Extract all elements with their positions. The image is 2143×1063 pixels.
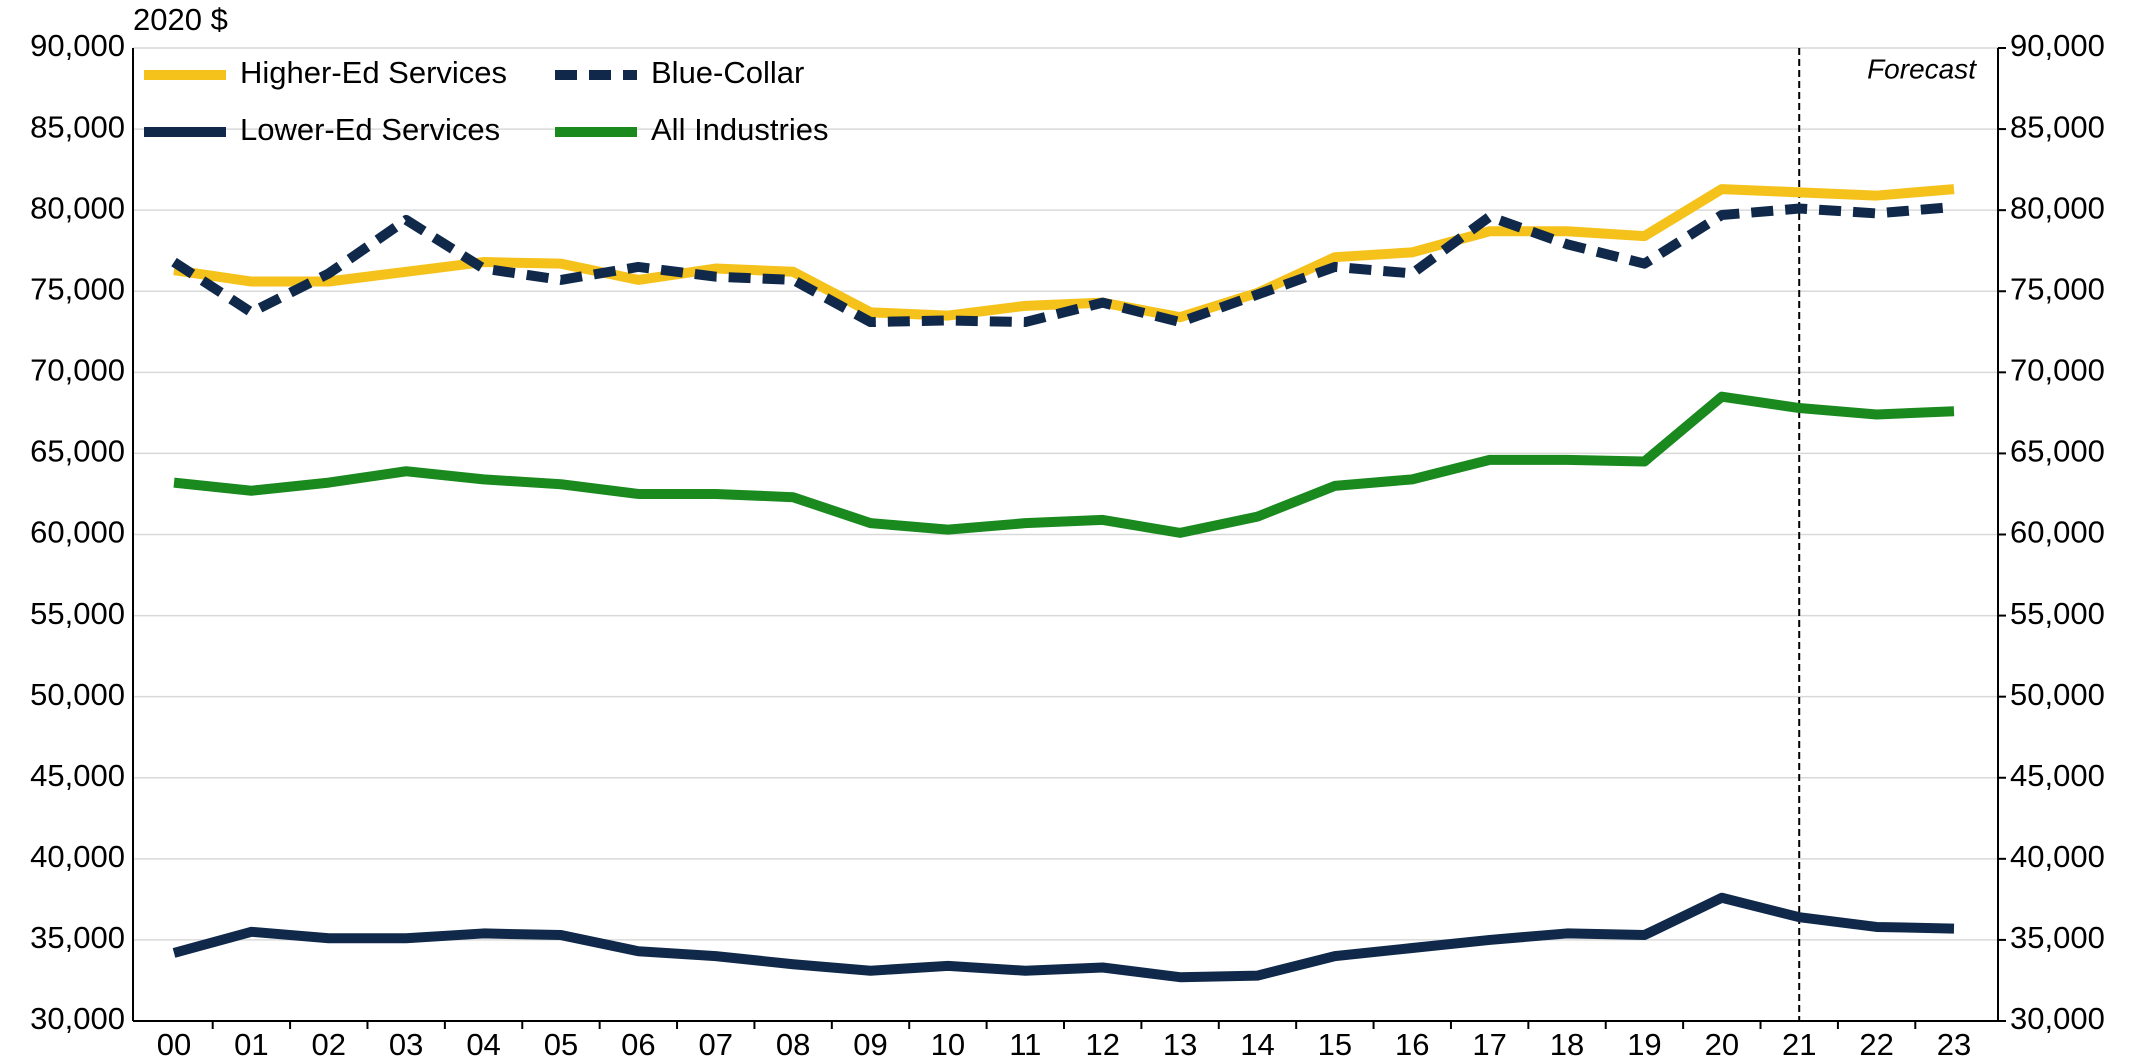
x-tick-label: 18 xyxy=(1550,1027,1584,1062)
x-tick-label: 12 xyxy=(1085,1027,1119,1062)
y2-tick-label: 75,000 xyxy=(2010,271,2105,306)
series-line xyxy=(172,892,1955,983)
y2-tick-label: 60,000 xyxy=(2010,515,2105,550)
y2-tick-label: 30,000 xyxy=(2010,1001,2105,1036)
series-line xyxy=(173,184,1955,323)
y2-tick-label: 45,000 xyxy=(2010,758,2105,793)
x-tick-label: 19 xyxy=(1627,1027,1661,1062)
y-tick-label: 75,000 xyxy=(30,271,125,306)
y-tick-label: 45,000 xyxy=(30,758,125,793)
y2-tick-label: 85,000 xyxy=(2010,109,2105,144)
x-tick-label: 10 xyxy=(931,1027,965,1062)
y-tick-label: 85,000 xyxy=(30,109,125,144)
y2-tick-label: 35,000 xyxy=(2010,920,2105,955)
y-tick-label: 70,000 xyxy=(30,353,125,388)
y2-tick-label: 70,000 xyxy=(2010,353,2105,388)
x-tick-label: 02 xyxy=(312,1027,346,1062)
x-tick-label: 07 xyxy=(698,1027,732,1062)
y-tick-label: 30,000 xyxy=(30,1001,125,1036)
x-tick-label: 04 xyxy=(466,1027,500,1062)
y2-tick-label: 90,000 xyxy=(2010,28,2105,63)
annotation: Forecast xyxy=(1867,53,1977,84)
y2-tick-label: 80,000 xyxy=(2010,190,2105,225)
y-tick-label: 65,000 xyxy=(30,434,125,469)
x-tick-label: 13 xyxy=(1163,1027,1197,1062)
x-tick-label: 14 xyxy=(1240,1027,1274,1062)
x-tick-label: 17 xyxy=(1472,1027,1506,1062)
y-tick-label: 55,000 xyxy=(30,596,125,631)
x-tick-label: 22 xyxy=(1859,1027,1893,1062)
y2-tick-label: 65,000 xyxy=(2010,434,2105,469)
legend-label: All Industries xyxy=(651,112,828,147)
y-tick-label: 40,000 xyxy=(30,839,125,874)
y2-tick-label: 40,000 xyxy=(2010,839,2105,874)
x-tick-label: 08 xyxy=(776,1027,810,1062)
x-tick-label: 21 xyxy=(1782,1027,1816,1062)
x-tick-label: 00 xyxy=(157,1027,191,1062)
y-tick-label: 50,000 xyxy=(30,677,125,712)
x-tick-label: 11 xyxy=(1009,1027,1041,1062)
y-tick-label: 60,000 xyxy=(30,515,125,550)
y2-tick-label: 50,000 xyxy=(2010,677,2105,712)
y-unit-label: 2020 $ xyxy=(133,2,228,37)
x-tick-label: 06 xyxy=(621,1027,655,1062)
x-tick-label: 09 xyxy=(853,1027,887,1062)
legend-label: Higher-Ed Services xyxy=(240,55,507,90)
x-tick-label: 16 xyxy=(1395,1027,1429,1062)
y-tick-label: 90,000 xyxy=(30,28,125,63)
x-tick-label: 20 xyxy=(1705,1027,1739,1062)
series-line xyxy=(173,391,1955,538)
legend-label: Lower-Ed Services xyxy=(240,112,500,147)
x-tick-label: 23 xyxy=(1937,1027,1971,1062)
x-tick-label: 03 xyxy=(389,1027,423,1062)
y2-tick-label: 55,000 xyxy=(2010,596,2105,631)
series-line xyxy=(171,201,1955,328)
y-tick-label: 80,000 xyxy=(30,190,125,225)
x-tick-label: 01 xyxy=(234,1027,268,1062)
x-tick-label: 15 xyxy=(1318,1027,1352,1062)
x-tick-label: 05 xyxy=(544,1027,578,1062)
y-tick-label: 35,000 xyxy=(30,920,125,955)
legend-label: Blue-Collar xyxy=(651,55,804,90)
